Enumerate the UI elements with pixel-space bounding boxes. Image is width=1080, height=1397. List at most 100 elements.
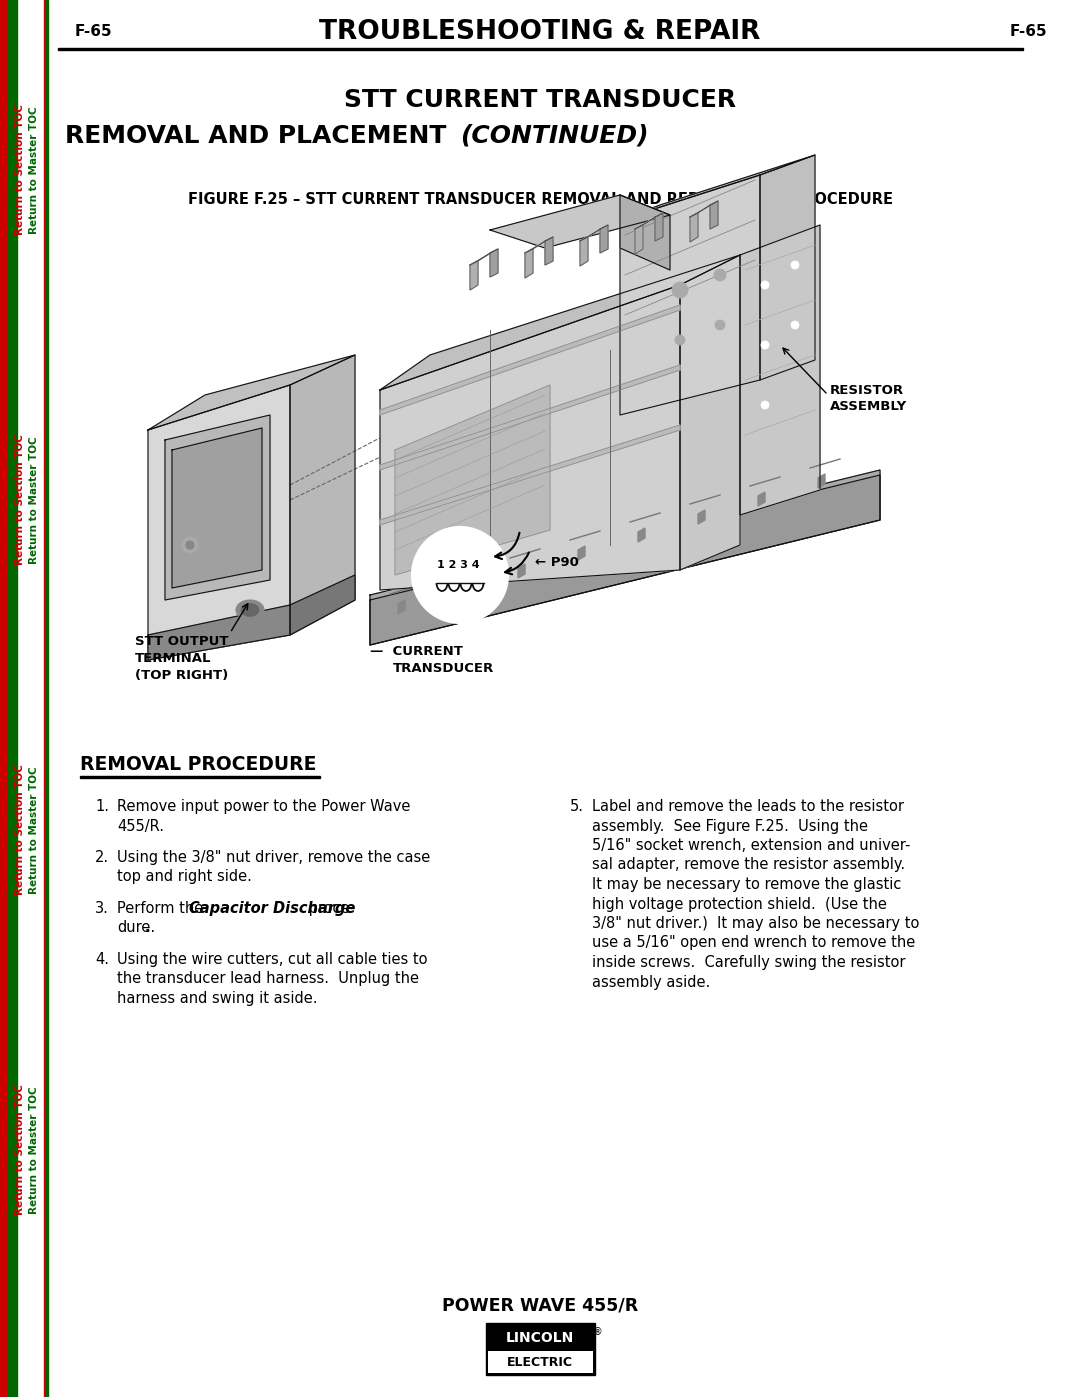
Text: Return to Master TOC: Return to Master TOC — [29, 106, 39, 233]
Circle shape — [715, 320, 725, 330]
Polygon shape — [291, 576, 355, 636]
Text: Perform the: Perform the — [117, 901, 207, 916]
Text: 3/8" nut driver.)  It may also be necessary to: 3/8" nut driver.) It may also be necessa… — [592, 916, 919, 930]
Polygon shape — [370, 475, 880, 645]
Polygon shape — [490, 249, 498, 277]
Polygon shape — [580, 225, 608, 242]
Text: top and right side.: top and right side. — [117, 869, 252, 884]
Text: ← P90: ← P90 — [535, 556, 579, 570]
Polygon shape — [148, 605, 291, 659]
Bar — [487, 1324, 593, 1351]
Ellipse shape — [237, 599, 264, 620]
Text: sal adapter, remove the resistor assembly.: sal adapter, remove the resistor assembl… — [592, 858, 905, 873]
Circle shape — [761, 281, 769, 289]
Text: Return to Section TOC: Return to Section TOC — [15, 105, 25, 236]
Text: 455/R.: 455/R. — [117, 819, 164, 834]
Text: FIGURE F.25 – STT CURRENT TRANSDUCER REMOVAL AND REPLACEMENT PROCEDURE: FIGURE F.25 – STT CURRENT TRANSDUCER REM… — [188, 193, 892, 208]
FancyArrowPatch shape — [505, 553, 529, 574]
FancyArrowPatch shape — [231, 604, 247, 630]
Polygon shape — [818, 474, 825, 488]
Text: F-65: F-65 — [1010, 25, 1048, 39]
Text: F-65: F-65 — [75, 25, 112, 39]
Text: REMOVAL AND PLACEMENT: REMOVAL AND PLACEMENT — [345, 124, 735, 148]
Text: It may be necessary to remove the glastic: It may be necessary to remove the glasti… — [592, 877, 902, 893]
Polygon shape — [380, 365, 680, 469]
Text: ASSEMBLY: ASSEMBLY — [831, 401, 907, 414]
Circle shape — [672, 282, 688, 298]
Text: RESISTOR: RESISTOR — [831, 384, 904, 397]
Text: Return to Section TOC: Return to Section TOC — [15, 764, 25, 895]
Polygon shape — [698, 510, 705, 524]
Polygon shape — [740, 225, 820, 515]
Polygon shape — [690, 212, 698, 242]
Text: TROUBLESHOOTING & REPAIR: TROUBLESHOOTING & REPAIR — [320, 20, 760, 45]
Polygon shape — [380, 285, 680, 590]
Polygon shape — [172, 427, 262, 588]
Text: 1.: 1. — [95, 799, 109, 814]
Text: STT OUTPUT: STT OUTPUT — [135, 636, 229, 648]
Polygon shape — [380, 425, 680, 525]
Polygon shape — [545, 237, 553, 265]
Text: use a 5/16" open end wrench to remove the: use a 5/16" open end wrench to remove th… — [592, 936, 915, 950]
Circle shape — [411, 527, 508, 623]
Text: Capacitor Discharge: Capacitor Discharge — [189, 901, 355, 916]
Text: Using the 3/8" nut driver, remove the case: Using the 3/8" nut driver, remove the ca… — [117, 849, 430, 865]
Polygon shape — [620, 175, 760, 415]
FancyArrowPatch shape — [783, 348, 826, 393]
Polygon shape — [380, 305, 680, 415]
Text: REMOVAL PROCEDURE: REMOVAL PROCEDURE — [80, 754, 316, 774]
Polygon shape — [380, 256, 740, 390]
Polygon shape — [635, 212, 663, 229]
Text: TERMINAL: TERMINAL — [135, 652, 212, 665]
Text: 2.: 2. — [95, 849, 109, 865]
Text: REMOVAL AND PLACEMENT: REMOVAL AND PLACEMENT — [65, 124, 455, 148]
Text: dure.: dure. — [117, 921, 156, 936]
Text: high voltage protection shield.  (Use the: high voltage protection shield. (Use the — [592, 897, 887, 911]
Text: (CONTINUED): (CONTINUED) — [460, 124, 648, 148]
Polygon shape — [148, 355, 355, 430]
Text: 1 2 3 4: 1 2 3 4 — [436, 560, 480, 570]
Polygon shape — [165, 415, 270, 599]
Text: —  CURRENT: — CURRENT — [370, 645, 463, 658]
Circle shape — [761, 401, 769, 409]
Circle shape — [791, 261, 799, 270]
Polygon shape — [370, 469, 880, 645]
Circle shape — [761, 341, 769, 349]
Text: .: . — [145, 921, 150, 936]
Polygon shape — [518, 564, 525, 578]
Circle shape — [186, 541, 194, 549]
Polygon shape — [680, 256, 740, 570]
Polygon shape — [470, 261, 478, 291]
Polygon shape — [490, 196, 670, 249]
Polygon shape — [148, 386, 291, 659]
Text: ELECTRIC: ELECTRIC — [507, 1355, 573, 1369]
Bar — [58, 47, 1023, 50]
Text: ®: ® — [593, 1327, 603, 1337]
Text: 5.: 5. — [570, 799, 584, 814]
Polygon shape — [638, 528, 645, 542]
Bar — [486, 1323, 594, 1375]
Polygon shape — [470, 249, 498, 265]
Text: the transducer lead harness.  Unplug the: the transducer lead harness. Unplug the — [117, 971, 419, 986]
Polygon shape — [635, 225, 643, 254]
Polygon shape — [758, 492, 765, 506]
Polygon shape — [578, 546, 585, 560]
Text: REMOVAL AND PLACEMENT (CONTINUED): REMOVAL AND PLACEMENT (CONTINUED) — [251, 124, 829, 148]
Text: Using the wire cutters, cut all cable ties to: Using the wire cutters, cut all cable ti… — [117, 951, 428, 967]
Polygon shape — [620, 155, 815, 219]
Text: 4.: 4. — [95, 951, 109, 967]
Bar — [80, 775, 320, 778]
Bar — [46, 0, 48, 1397]
Text: inside screws.  Carefully swing the resistor: inside screws. Carefully swing the resis… — [592, 956, 905, 970]
Text: harness and swing it aside.: harness and swing it aside. — [117, 990, 318, 1006]
Bar — [487, 1351, 593, 1373]
Polygon shape — [710, 201, 718, 229]
Circle shape — [791, 321, 799, 330]
Text: LINCOLN: LINCOLN — [505, 1331, 575, 1345]
Polygon shape — [395, 386, 550, 576]
Polygon shape — [620, 196, 670, 270]
Text: POWER WAVE 455/R: POWER WAVE 455/R — [442, 1296, 638, 1315]
Text: Remove input power to the Power Wave: Remove input power to the Power Wave — [117, 799, 410, 814]
Circle shape — [183, 536, 198, 553]
FancyArrowPatch shape — [495, 532, 519, 559]
